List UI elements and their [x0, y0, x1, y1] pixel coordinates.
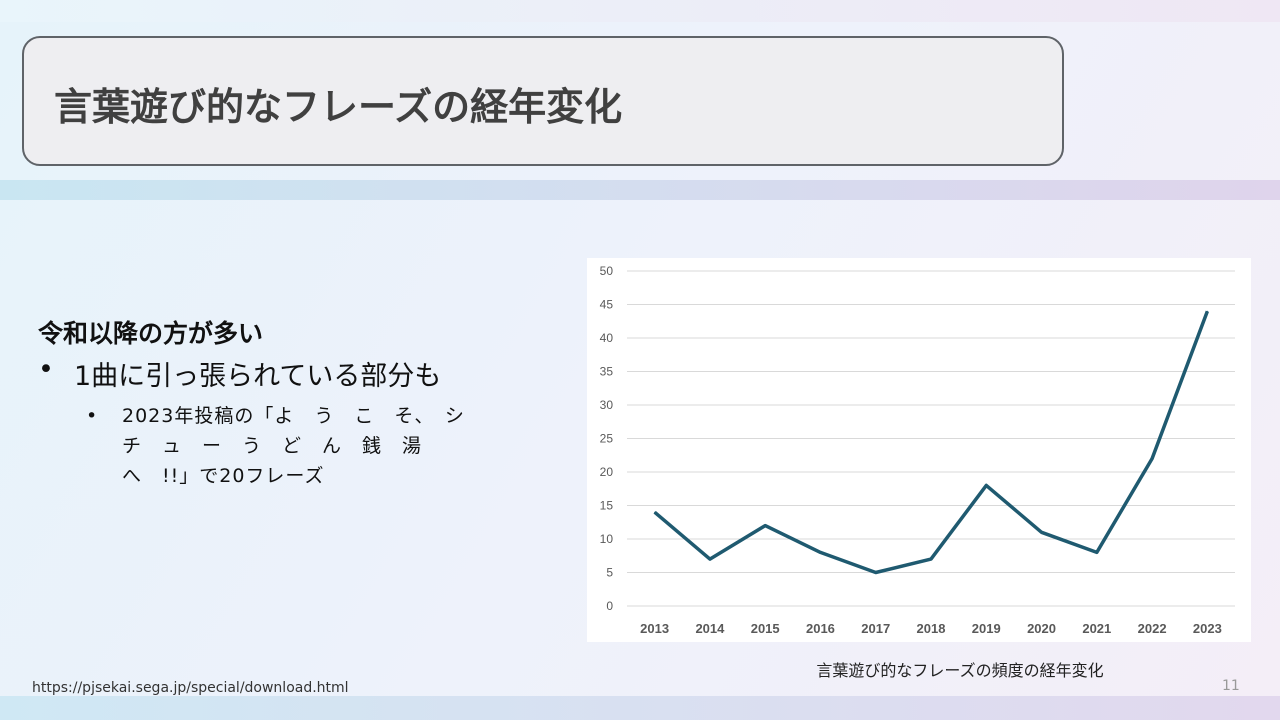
- y-tick-label: 10: [600, 532, 614, 546]
- y-tick-label: 5: [606, 566, 613, 580]
- y-tick-label: 35: [600, 365, 614, 379]
- x-tick-label: 2013: [640, 621, 669, 636]
- y-tick-label: 20: [600, 465, 614, 479]
- data-point: [709, 558, 711, 560]
- y-tick-label: 30: [600, 398, 614, 412]
- x-tick-label: 2014: [695, 621, 725, 636]
- y-tick-label: 45: [600, 298, 614, 312]
- line-chart: 0 5 10 15 20 25 30 35 40 45 50 2013 2014 2015 2016 2017…: [600, 264, 1235, 636]
- chart-caption: 言葉遊び的なフレーズの頻度の経年変化: [816, 661, 1104, 680]
- x-tick-label: 2018: [917, 621, 946, 636]
- data-point: [819, 551, 821, 553]
- y-tick-label: 40: [600, 331, 614, 345]
- x-tick-label: 2021: [1082, 621, 1111, 636]
- chart-panel: 0 5 10 15 20 25 30 35 40 45 50 2013 2014 2015 2016 2017…: [587, 258, 1251, 642]
- top-band: [0, 0, 1280, 22]
- data-point: [875, 572, 877, 573]
- data-point: [764, 525, 766, 527]
- data-point: [654, 511, 656, 513]
- divider-band: [0, 180, 1280, 200]
- content-heading: 令和以降の方が多い: [38, 319, 264, 348]
- data-point: [1151, 458, 1153, 460]
- x-tick-label: 2016: [806, 621, 835, 636]
- y-tick-label: 25: [600, 432, 614, 446]
- data-point: [1096, 551, 1098, 553]
- bullet-level2-line: へ !!」で20フレーズ: [122, 465, 325, 487]
- x-tick-label: 2017: [861, 621, 890, 636]
- y-tick-label: 0: [606, 599, 613, 613]
- x-tick-label: 2023: [1193, 621, 1222, 636]
- y-tick-label: 15: [600, 499, 614, 513]
- data-point: [930, 558, 932, 560]
- y-tick-label: 50: [600, 264, 614, 278]
- bullet-level2-line: チ ュ ー う ど ん 銭 湯: [122, 435, 423, 457]
- bullet-level2-line: 2023年投稿の「よ う こ そ、 シ: [122, 405, 465, 427]
- bullet-marker: •: [86, 405, 98, 427]
- page-number: 11: [1222, 678, 1240, 694]
- x-tick-label: 2022: [1138, 621, 1167, 636]
- source-link[interactable]: https://pjsekai.sega.jp/special/download…: [32, 680, 349, 696]
- x-tick-label: 2020: [1027, 621, 1056, 636]
- bullet-level2: • 2023年投稿の「よ う こ そ、 シ チ ュ ー う ど ん 銭 湯 へ …: [86, 401, 502, 491]
- bullet-level1: • 1曲に引っ張られている部分も: [38, 354, 502, 393]
- slide-title: 言葉遊び的なフレーズの経年変化: [54, 85, 623, 129]
- data-point: [1041, 531, 1043, 533]
- series-line: [653, 310, 1210, 575]
- bottom-band: [0, 696, 1280, 720]
- x-tick-label: 2015: [751, 621, 780, 636]
- data-point: [1206, 310, 1208, 312]
- title-box: 言葉遊び的なフレーズの経年変化: [22, 36, 1064, 166]
- bullet-marker: •: [38, 354, 54, 385]
- bullet-level1-text: 1曲に引っ張られている部分も: [74, 361, 442, 392]
- data-point: [985, 484, 987, 486]
- x-tick-label: 2019: [972, 621, 1001, 636]
- slide-content: 令和以降の方が多い • 1曲に引っ張られている部分も • 2023年投稿の「よ …: [38, 314, 502, 491]
